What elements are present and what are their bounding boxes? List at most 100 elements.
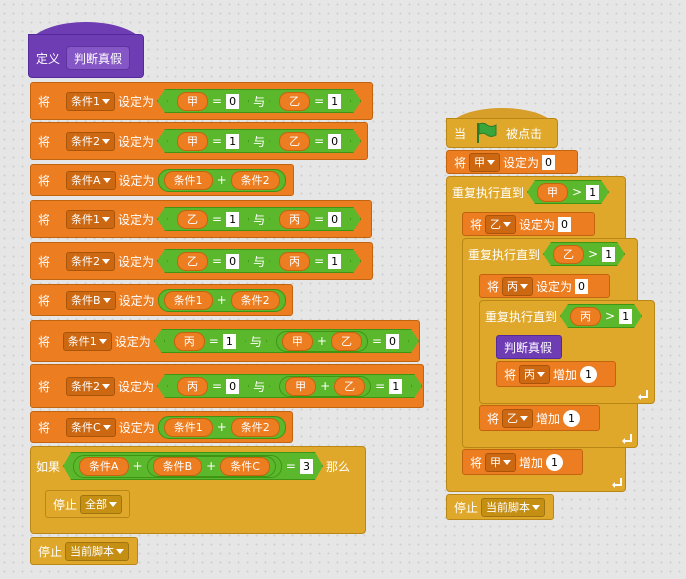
stop-option-dropdown[interactable]: 当前脚本 bbox=[65, 541, 130, 561]
var-reporter[interactable]: 条件A bbox=[79, 457, 129, 476]
var-reporter[interactable]: 丙 bbox=[570, 307, 601, 326]
number-input[interactable]: 3 bbox=[300, 459, 313, 474]
number-input[interactable]: 1 bbox=[619, 309, 632, 324]
number-input[interactable]: 1 bbox=[226, 212, 239, 227]
var-reporter[interactable]: 甲 bbox=[177, 92, 208, 111]
and-operator[interactable]: 乙 = 0 与 丙 = 1 bbox=[157, 249, 361, 273]
var-reporter[interactable]: 丙 bbox=[174, 332, 205, 351]
var-reporter[interactable]: 乙 bbox=[553, 245, 584, 264]
number-input[interactable]: 0 bbox=[386, 334, 399, 349]
equals-operator[interactable]: 丙 = 0 bbox=[269, 207, 351, 231]
set-block[interactable]: 将 条件2 设定为 甲 = 1 与 乙 = 0 bbox=[30, 122, 368, 160]
set-block[interactable]: 将 条件1 设定为 乙 = 1 与 丙 = 0 bbox=[30, 200, 372, 238]
number-input[interactable]: 0 bbox=[328, 212, 341, 227]
var-reporter[interactable]: 甲 bbox=[537, 183, 568, 202]
set-block[interactable]: 将 丙 设定为 0 bbox=[479, 274, 610, 298]
variable-dropdown[interactable]: 条件1 bbox=[66, 209, 116, 229]
number-input[interactable]: 1 bbox=[546, 453, 564, 471]
variable-dropdown[interactable]: 条件1 bbox=[62, 331, 112, 351]
equals-operator[interactable]: 甲 = 0 bbox=[167, 89, 249, 113]
var-reporter[interactable]: 甲 bbox=[285, 377, 316, 396]
var-reporter[interactable]: 条件2 bbox=[230, 290, 280, 310]
set-block[interactable]: 将 条件2 设定为 丙 = 0 与 甲 + 乙 = 1 bbox=[30, 364, 424, 408]
number-input[interactable]: 1 bbox=[602, 247, 615, 262]
equals-operator[interactable]: 甲 + 乙 = 1 bbox=[269, 374, 412, 398]
var-reporter[interactable]: 丙 bbox=[177, 377, 208, 396]
var-reporter[interactable]: 乙 bbox=[331, 332, 362, 351]
variable-dropdown[interactable]: 乙 bbox=[485, 214, 517, 234]
number-input[interactable]: 0 bbox=[558, 216, 572, 232]
number-input[interactable]: 0 bbox=[226, 94, 239, 109]
stop-option-dropdown[interactable]: 当前脚本 bbox=[481, 497, 546, 517]
number-input[interactable]: 1 bbox=[226, 134, 239, 149]
greater-than-operator[interactable]: 丙 >1 bbox=[560, 304, 642, 328]
greater-than-operator[interactable]: 乙 >1 bbox=[543, 242, 625, 266]
var-reporter[interactable]: 条件C bbox=[220, 457, 270, 476]
var-reporter[interactable]: 条件2 bbox=[230, 417, 280, 437]
var-reporter[interactable]: 丙 bbox=[279, 210, 310, 229]
number-input[interactable]: 1 bbox=[223, 334, 236, 349]
number-input[interactable]: 0 bbox=[542, 154, 556, 170]
plus-operator[interactable]: 条件1 + 条件2 bbox=[157, 168, 286, 192]
set-block[interactable]: 将 乙 设定为 0 bbox=[462, 212, 595, 236]
stop-block[interactable]: 停止 当前脚本 bbox=[446, 494, 554, 520]
and-operator[interactable]: 甲 = 0 与 乙 = 1 bbox=[157, 89, 361, 113]
equals-operator[interactable]: 丙 = 0 bbox=[167, 374, 249, 398]
variable-dropdown[interactable]: 条件B bbox=[66, 290, 116, 310]
equals-operator[interactable]: 丙 = 1 bbox=[164, 329, 246, 353]
and-operator[interactable]: 甲 = 1 与 乙 = 0 bbox=[157, 129, 361, 153]
set-block[interactable]: 将 条件2 设定为 乙 = 0 与 丙 = 1 bbox=[30, 242, 373, 280]
set-block[interactable]: 将 条件B 设定为 条件1 + 条件2 bbox=[30, 284, 293, 316]
variable-dropdown[interactable]: 条件2 bbox=[66, 251, 116, 271]
equals-operator[interactable]: 乙 = 0 bbox=[269, 129, 351, 153]
set-block[interactable]: 将 条件1 设定为 丙 = 1 与 甲 + 乙 = 0 bbox=[30, 320, 420, 362]
stop-block[interactable]: 停止 当前脚本 bbox=[30, 537, 138, 565]
stop-block[interactable]: 停止 全部 bbox=[45, 490, 130, 518]
define-block[interactable]: 定义 判断真假 bbox=[28, 22, 144, 78]
when-flag-clicked-block[interactable]: 当 被点击 bbox=[446, 108, 558, 148]
and-operator[interactable]: 乙 = 1 与 丙 = 0 bbox=[157, 207, 361, 231]
equals-operator[interactable]: 乙 = 0 bbox=[167, 249, 249, 273]
variable-dropdown[interactable]: 条件2 bbox=[66, 376, 116, 396]
equals-operator[interactable]: 条件A + 条件B + 条件C = 3 bbox=[63, 452, 323, 480]
variable-dropdown[interactable]: 甲 bbox=[469, 152, 501, 172]
equals-operator[interactable]: 丙 = 1 bbox=[269, 249, 351, 273]
set-block[interactable]: 将 条件1 设定为 甲 = 0 与 乙 = 1 bbox=[30, 82, 373, 120]
number-input[interactable]: 0 bbox=[226, 254, 239, 269]
plus-operator[interactable]: 条件B + 条件C bbox=[147, 456, 276, 477]
var-reporter[interactable]: 丙 bbox=[279, 252, 310, 271]
variable-dropdown[interactable]: 丙 bbox=[519, 364, 551, 384]
change-block[interactable]: 将 甲 增加 1 bbox=[462, 449, 583, 475]
set-block[interactable]: 将 条件C 设定为 条件1 + 条件2 bbox=[30, 411, 293, 443]
variable-dropdown[interactable]: 条件1 bbox=[66, 91, 116, 111]
variable-dropdown[interactable]: 乙 bbox=[502, 408, 534, 428]
var-reporter[interactable]: 甲 bbox=[177, 132, 208, 151]
number-input[interactable]: 1 bbox=[563, 409, 581, 427]
set-block[interactable]: 将 条件A 设定为 条件1 + 条件2 bbox=[30, 164, 294, 196]
variable-dropdown[interactable]: 丙 bbox=[502, 276, 534, 296]
variable-dropdown[interactable]: 甲 bbox=[485, 452, 517, 472]
var-reporter[interactable]: 甲 bbox=[282, 332, 313, 351]
plus-operator[interactable]: 甲 + 乙 bbox=[279, 376, 371, 397]
equals-operator[interactable]: 乙 = 1 bbox=[167, 207, 249, 231]
change-block[interactable]: 将 乙 增加 1 bbox=[479, 405, 600, 431]
variable-dropdown[interactable]: 条件C bbox=[66, 417, 116, 437]
and-operator[interactable]: 丙 = 1 与 甲 + 乙 = 0 bbox=[154, 329, 419, 353]
call-procedure-block[interactable]: 判断真假 bbox=[496, 335, 562, 359]
equals-operator[interactable]: 乙 = 1 bbox=[269, 89, 351, 113]
procedure-prototype[interactable]: 判断真假 bbox=[66, 46, 131, 70]
plus-operator[interactable]: 甲 + 乙 bbox=[276, 331, 368, 352]
plus-operator[interactable]: 条件1 + 条件2 bbox=[157, 288, 286, 312]
set-block[interactable]: 将 甲 设定为 0 bbox=[446, 150, 578, 174]
number-input[interactable]: 1 bbox=[586, 185, 599, 200]
var-reporter[interactable]: 乙 bbox=[279, 92, 310, 111]
var-reporter[interactable]: 条件1 bbox=[163, 170, 213, 190]
number-input[interactable]: 1 bbox=[389, 379, 402, 394]
var-reporter[interactable]: 乙 bbox=[279, 132, 310, 151]
var-reporter[interactable]: 乙 bbox=[334, 377, 365, 396]
number-input[interactable]: 0 bbox=[328, 134, 341, 149]
number-input[interactable]: 1 bbox=[580, 365, 598, 383]
var-reporter[interactable]: 条件2 bbox=[230, 170, 280, 190]
var-reporter[interactable]: 条件B bbox=[153, 457, 203, 476]
number-input[interactable]: 1 bbox=[328, 254, 341, 269]
